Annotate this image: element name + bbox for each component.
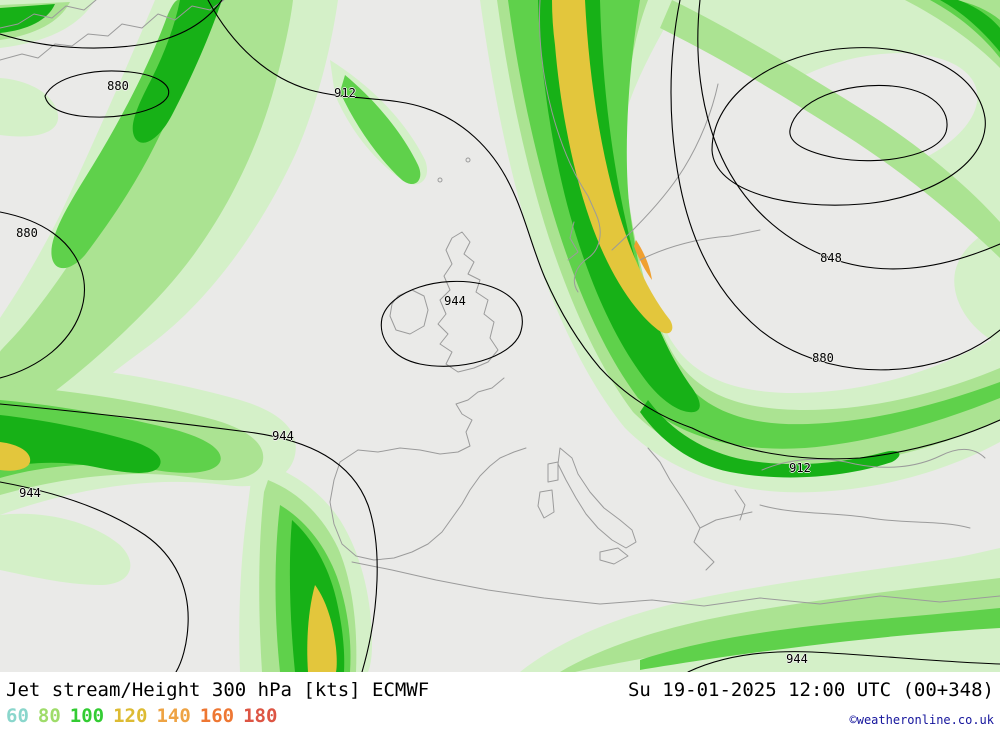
legend-value-60: 60 [6,705,29,727]
footer: Jet stream/Height 300 hPa [kts] ECMWF Su… [0,672,1000,733]
height-contours [0,0,1000,672]
map-area: 880 912 880 944 848 880 944 912 944 944 [0,0,1000,672]
jet-shading-yellow [0,0,673,672]
legend-value-120: 120 [113,705,148,727]
legend-value-180: 180 [243,705,278,727]
map-datetime: Su 19-01-2025 12:00 UTC (00+348) [627,679,994,701]
jet-shading-orange [634,240,652,280]
legend-value-100: 100 [69,705,105,727]
footer-row-1: Jet stream/Height 300 hPa [kts] ECMWF Su… [0,672,1000,701]
coastlines [0,0,1000,607]
map-title: Jet stream/Height 300 hPa [kts] ECMWF [6,679,430,701]
legend-value-160: 160 [199,705,235,727]
legend: 60 80 100 120 140 160 180 [6,705,286,727]
copyright-link[interactable]: ©weatheronline.co.uk [849,713,995,727]
legend-value-80: 80 [37,705,61,727]
legend-value-140: 140 [156,705,191,727]
footer-row-2: 60 80 100 120 140 160 180 ©weatheronline.co.uk [0,701,1000,727]
weather-map-canvas [0,0,1000,672]
